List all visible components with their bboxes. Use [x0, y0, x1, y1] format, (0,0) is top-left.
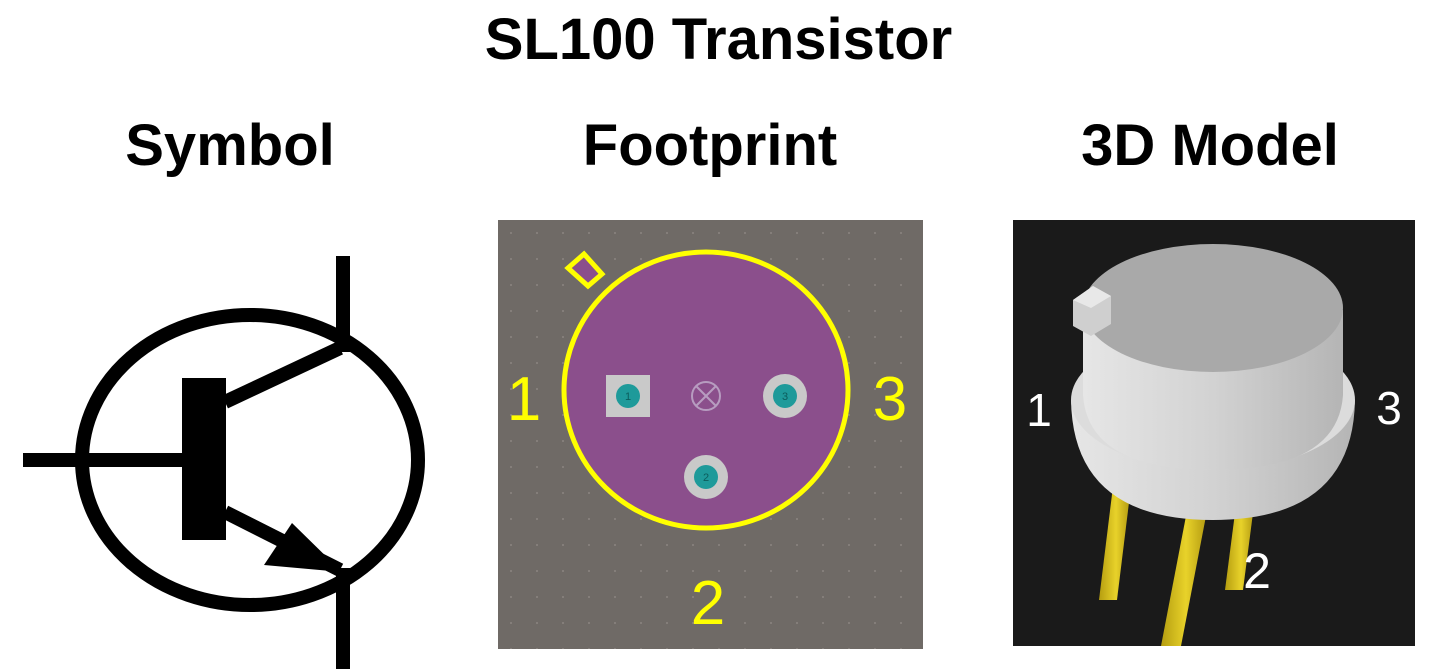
model-pin-label-3: 3 [1376, 382, 1402, 434]
footprint-pin-label-3: 3 [873, 365, 907, 434]
symbol-emitter-arrow [264, 523, 342, 572]
footprint-heading: Footprint [582, 113, 838, 178]
model-lead-1 [1099, 470, 1133, 600]
model-heading: 3D Model [1081, 113, 1339, 178]
footprint-pin-label-1: 1 [507, 365, 541, 434]
symbol-collector-diagonal [222, 341, 343, 409]
model-can-top [1083, 244, 1343, 372]
transistor-symbol-icon [23, 256, 425, 669]
footprint-tab [564, 250, 606, 290]
transistor-symbol [10, 250, 450, 669]
symbol-base-bar [182, 378, 226, 540]
footprint-pin-label-2: 2 [691, 569, 725, 638]
model-lead-2 [1161, 490, 1211, 646]
3d-model-view: 1 3 2 [1013, 220, 1415, 646]
pad-number-2: 2 [703, 472, 709, 484]
pad-number-1: 1 [625, 391, 631, 403]
footprint-body-outline [561, 249, 851, 531]
footprint-center-mark [691, 381, 721, 411]
page-title: SL100 Transistor [484, 7, 953, 72]
model-pin-label-1: 1 [1026, 384, 1052, 436]
model-pin-label-2: 2 [1243, 543, 1271, 599]
symbol-heading: Symbol [125, 113, 335, 178]
pad-number-3: 3 [782, 391, 788, 403]
footprint-view: 1 3 2 1 3 2 [498, 220, 923, 649]
